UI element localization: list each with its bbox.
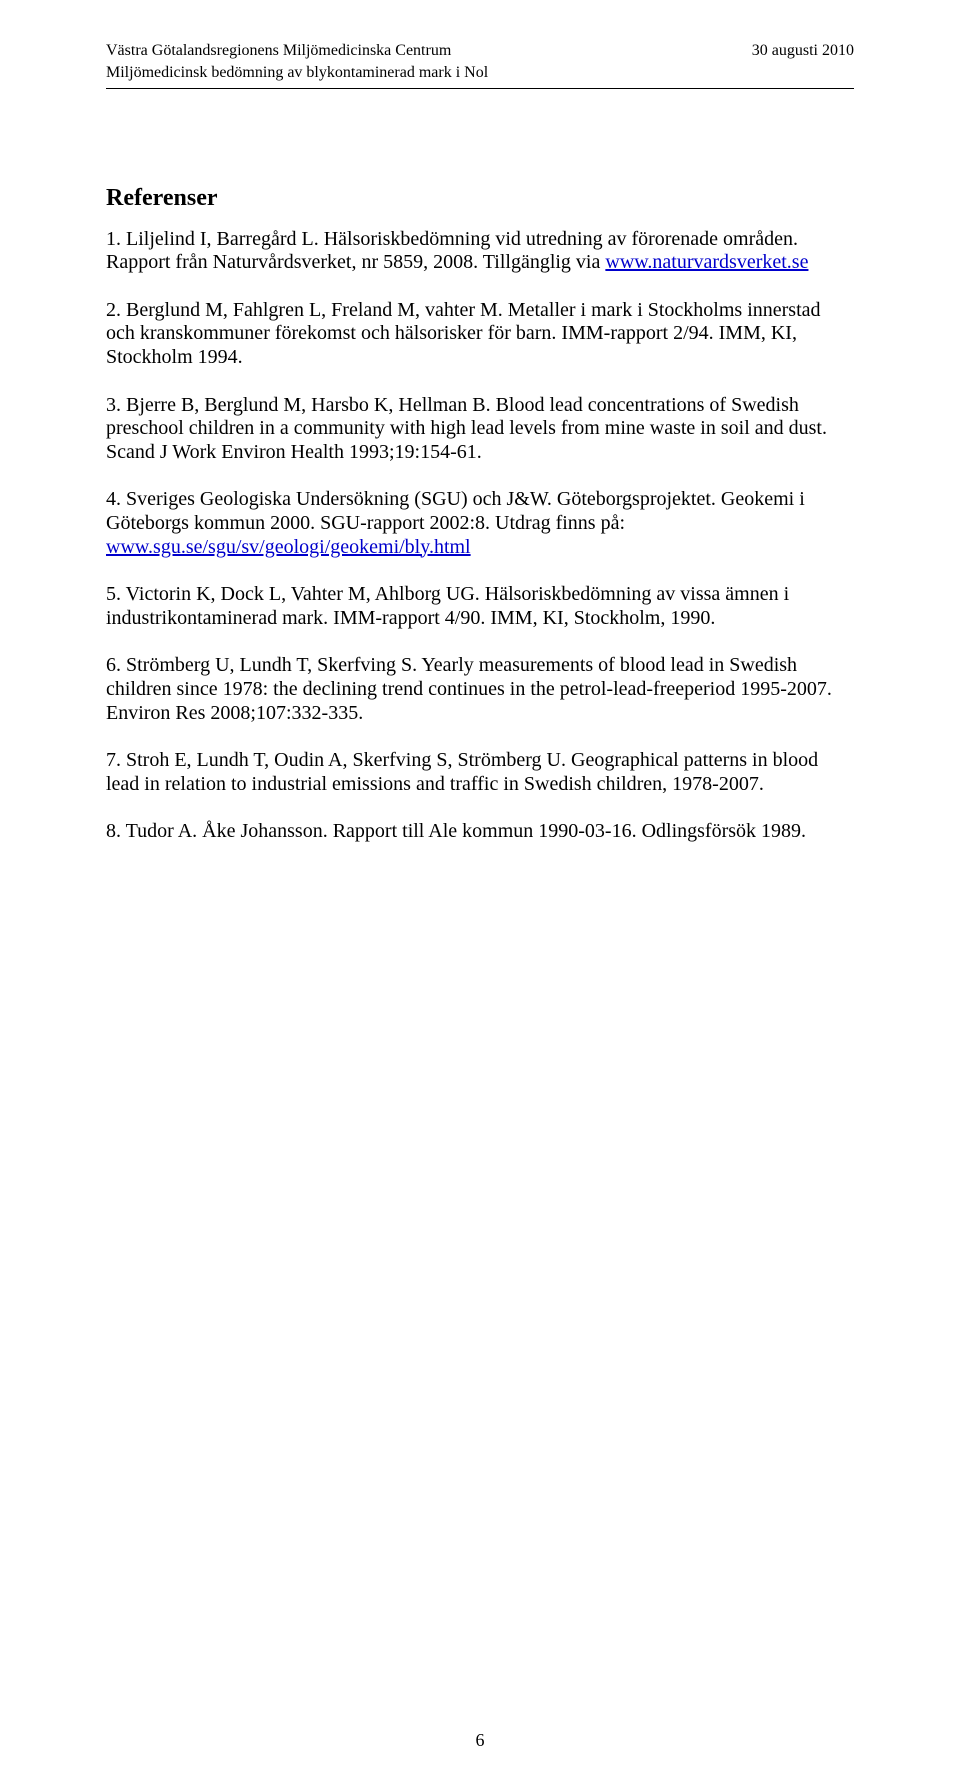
- header-row: Västra Götalandsregionens Miljömedicinsk…: [106, 42, 854, 60]
- reference-text: 8. Tudor A. Åke Johansson. Rapport till …: [106, 820, 806, 842]
- reference-text: 5. Victorin K, Dock L, Vahter M, Ahlborg…: [106, 583, 789, 629]
- reference-item: 1. Liljelind I, Barregård L. Hälsoriskbe…: [106, 228, 854, 275]
- header-right-line1: 30 augusti 2010: [752, 42, 854, 60]
- reference-item: 5. Victorin K, Dock L, Vahter M, Ahlborg…: [106, 583, 854, 630]
- reference-item: 3. Bjerre B, Berglund M, Harsbo K, Hellm…: [106, 394, 854, 465]
- reference-text: 6. Strömberg U, Lundh T, Skerfving S. Ye…: [106, 654, 832, 723]
- header-left-line1: Västra Götalandsregionens Miljömedicinsk…: [106, 42, 451, 60]
- reference-text: 2. Berglund M, Fahlgren L, Freland M, va…: [106, 299, 821, 368]
- reference-link[interactable]: www.sgu.se/sgu/sv/geologi/geokemi/bly.ht…: [106, 536, 471, 558]
- references-list: 1. Liljelind I, Barregård L. Hälsoriskbe…: [106, 228, 854, 844]
- header-left-line2: Miljömedicinsk bedömning av blykontamine…: [106, 64, 854, 82]
- reference-item: 8. Tudor A. Åke Johansson. Rapport till …: [106, 820, 854, 844]
- reference-item: 7. Stroh E, Lundh T, Oudin A, Skerfving …: [106, 749, 854, 796]
- reference-item: 4. Sveriges Geologiska Undersökning (SGU…: [106, 488, 854, 559]
- page: Västra Götalandsregionens Miljömedicinsk…: [0, 0, 960, 1779]
- reference-text: 3. Bjerre B, Berglund M, Harsbo K, Hellm…: [106, 394, 827, 463]
- reference-text: 7. Stroh E, Lundh T, Oudin A, Skerfving …: [106, 749, 818, 795]
- page-number: 6: [0, 1730, 960, 1751]
- reference-text: 4. Sveriges Geologiska Undersökning (SGU…: [106, 488, 805, 534]
- header-divider: [106, 88, 854, 89]
- reference-link[interactable]: www.naturvardsverket.se: [605, 251, 808, 273]
- reference-item: 2. Berglund M, Fahlgren L, Freland M, va…: [106, 299, 854, 370]
- section-title: Referenser: [106, 185, 854, 212]
- reference-item: 6. Strömberg U, Lundh T, Skerfving S. Ye…: [106, 654, 854, 725]
